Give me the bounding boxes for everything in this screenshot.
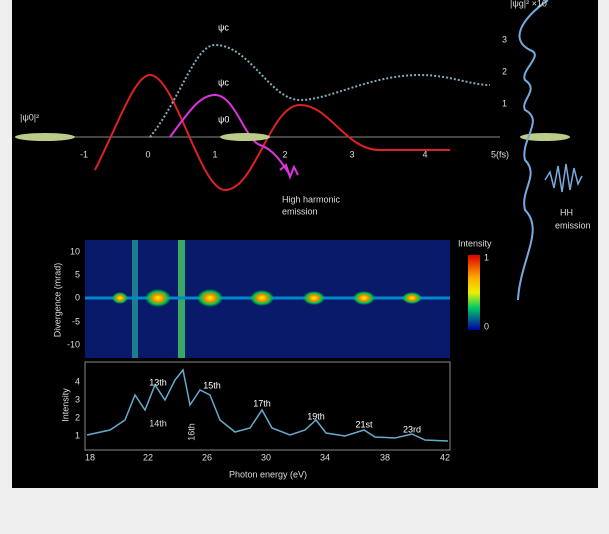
colorbar [468,255,480,330]
hh-emission-label: HH [560,207,573,217]
psig-sq: |ψg|² ×10 [510,0,547,8]
intensity-tick: 3 [75,394,80,404]
energy-tick: 30 [261,452,271,462]
colorbar-title: Intensity [458,238,492,248]
page: |ψ0|² |ψg|² ×10 ψc ψc ψ0 High harmonic e… [0,0,609,534]
energy-tick: 38 [380,452,390,462]
time-tick: 2 [282,149,287,159]
time-tick: 0 [145,149,150,159]
psi0-label: ψ0 [218,114,229,124]
time-tick: 4 [422,149,427,159]
intensity-tick: 1 [75,430,80,440]
energy-tick: 42 [440,452,450,462]
energy-tick: 34 [320,452,330,462]
colorbar-tick: 0 [484,321,489,331]
time-tick: 1 [212,149,217,159]
energy-tick: 18 [85,452,95,462]
psic-label: ψc [218,77,229,87]
harmonic-label: 13th [149,377,167,387]
right-tick: 1 [502,98,507,108]
psi0-sq: |ψ0|² [20,112,39,122]
intensity-label: Intensity [60,388,70,422]
harmonic-label: 17th [253,398,271,408]
time-tick: -1 [80,149,88,159]
small-harmonic-label: 16th [186,423,196,441]
intensity-tick: 4 [75,376,80,386]
right-tick: 3 [502,34,507,44]
psic-label: ψc [218,22,229,32]
energy-tick: 22 [143,452,153,462]
time-tick: 5(fs) [491,149,509,159]
photon-energy-label: Photon energy (eV) [229,469,307,479]
intensity-tick: 2 [75,412,80,422]
hh-label: High harmonic [282,194,341,204]
divergence-tick: 0 [75,292,80,302]
energy-tick: 26 [202,452,212,462]
right-tick: 2 [502,66,507,76]
hh-label: emission [282,206,318,216]
hh-emission-label: emission [555,220,591,230]
figure: |ψ0|² |ψg|² ×10 ψc ψc ψ0 High harmonic e… [0,0,609,534]
time-tick: 3 [349,149,354,159]
harmonic-label: 21st [355,419,373,429]
small-harmonic-label: 14th [149,418,167,428]
divergence-label: Divergence (mrad) [52,263,62,338]
divergence-tick: 10 [70,246,80,256]
harmonic-label: 15th [203,380,221,390]
harmonic-label: 19th [307,411,325,421]
divergence-tick: -5 [72,316,80,326]
colorbar-tick: 1 [484,252,489,262]
harmonic-label: 23rd [403,424,421,434]
divergence-tick: 5 [75,269,80,279]
divergence-tick: -10 [67,339,80,349]
